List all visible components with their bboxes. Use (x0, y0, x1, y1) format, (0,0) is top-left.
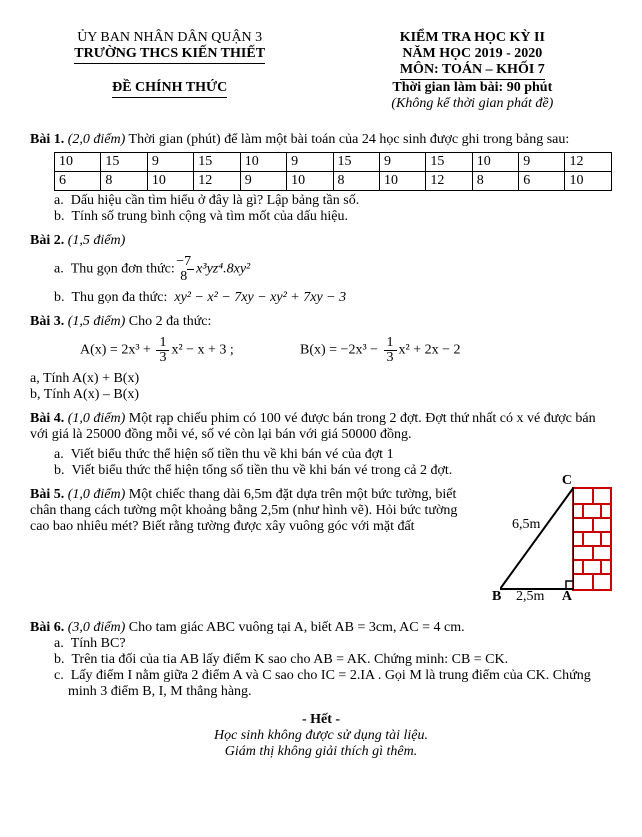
org-line1: ỦY BAN NHÂN DÂN QUẬN 3 (30, 30, 309, 46)
q6-b: b. Trên tia đối của tia AB lấy điểm K sa… (54, 652, 612, 668)
q1-text: Thời gian (phút) để làm một bài toán của… (129, 132, 570, 147)
q4-score: (1,0 điểm) (68, 411, 126, 426)
q3-bx: B(x) = −2x³ − 13x² + 2x − 2 (300, 336, 461, 365)
footer-line2: Giám thị không giải thích gì thêm. (30, 744, 612, 760)
question-5: Bài 5. (1,0 điểm) Một chiếc thang dài 6,… (30, 487, 612, 612)
q2-a: a. Thu gọn đơn thức: −78x³yz⁴.8xy² (54, 255, 612, 284)
q6-a: a. Tính BC? (54, 636, 612, 652)
q5-title: Bài 5. (30, 487, 64, 502)
q6-lead: Cho tam giác ABC vuông tại A, biết AB = … (129, 620, 465, 635)
question-2: Bài 2. (1,5 điểm) a. Thu gọn đơn thức: −… (30, 233, 612, 306)
subject: MÔN: TOÁN – KHỐI 7 (333, 62, 612, 80)
page-header: ỦY BAN NHÂN DÂN QUẬN 3 TRƯỜNG THCS KIẾN … (30, 30, 612, 112)
q6-title: Bài 6. (30, 620, 64, 635)
q3-pb: b, Tính A(x) – B(x) (30, 387, 612, 403)
question-3: Bài 3. (1,5 điểm) Cho 2 đa thức: A(x) = … (30, 314, 612, 403)
end-marker: - Hết - (30, 712, 612, 728)
question-1: Bài 1. (2,0 điểm) Thời gian (phút) để là… (30, 132, 612, 225)
header-right: KIỂM TRA HỌC KỲ II NĂM HỌC 2019 - 2020 M… (333, 30, 612, 112)
q1-table: 10159151091591510912 681012910810128610 (54, 152, 612, 191)
duration-note: (Không kể thời gian phát đề) (333, 96, 612, 112)
q3-pa: a, Tính A(x) + B(x) (30, 371, 612, 387)
q3-expressions: A(x) = 2x³ + 13x² − x + 3 ; B(x) = −2x³ … (80, 336, 612, 365)
fraction: −78 (187, 255, 194, 284)
page-footer: - Hết - Học sinh không được sử dụng tài … (30, 712, 612, 760)
label-a: A (562, 589, 572, 605)
wall-icon (572, 487, 612, 591)
q2-b-expr: xy² − x² − 7xy − xy² + 7xy − 3 (174, 290, 346, 305)
q3-lead: Cho 2 đa thức: (129, 314, 212, 329)
table-row: 681012910810128610 (55, 172, 612, 191)
q4-b: b. Viết biểu thức thể hiện tổng số tiền … (54, 463, 612, 479)
question-4: Bài 4. (1,0 điểm) Một rạp chiếu phim có … (30, 411, 612, 479)
q2-score: (1,5 điểm) (68, 233, 126, 248)
triangle-icon (500, 487, 574, 591)
q2-b: b. Thu gọn đa thức: xy² − x² − 7xy − xy²… (54, 290, 612, 306)
label-b: B (492, 589, 501, 605)
q6-c: c. Lấy điểm I nằm giữa 2 điểm A và C sao… (54, 668, 612, 700)
footer-line1: Học sinh không được sử dụng tài liệu. (30, 728, 612, 744)
label-25m: 2,5m (516, 589, 544, 605)
q6-score: (3,0 điểm) (68, 620, 126, 635)
q4-title: Bài 4. (30, 411, 64, 426)
duration: Thời gian làm bài: 90 phút (333, 80, 612, 96)
q5-figure: C 6,5m B 2,5m A (472, 487, 612, 612)
fraction: 13 (384, 336, 397, 365)
question-6: Bài 6. (3,0 điểm) Cho tam giác ABC vuông… (30, 620, 612, 700)
fraction: 13 (156, 336, 169, 365)
q1-a: a. Dấu hiệu cần tìm hiểu ở đây là gì? Lậ… (54, 193, 612, 209)
q5-text-block: Bài 5. (1,0 điểm) Một chiếc thang dài 6,… (30, 487, 472, 535)
q5-score: (1,0 điểm) (68, 487, 126, 502)
q2-a-expr: x³yz⁴.8xy² (196, 262, 250, 277)
q3-ax: A(x) = 2x³ + 13x² − x + 3 ; (80, 336, 300, 365)
q3-title: Bài 3. (30, 314, 64, 329)
school-name: TRƯỜNG THCS KIẾN THIẾT (30, 46, 309, 64)
official-label: ĐỀ CHÍNH THỨC (30, 80, 309, 98)
q3-score: (1,5 điểm) (68, 314, 126, 329)
label-65m: 6,5m (512, 517, 540, 533)
q2-title: Bài 2. (30, 233, 64, 248)
q4-a: a. Viết biểu thức thể hiện số tiền thu v… (54, 447, 612, 463)
q1-title: Bài 1. (30, 132, 64, 147)
q1-score: (2,0 điểm) (68, 132, 126, 147)
header-left: ỦY BAN NHÂN DÂN QUẬN 3 TRƯỜNG THCS KIẾN … (30, 30, 309, 112)
exam-title: KIỂM TRA HỌC KỲ II (333, 30, 612, 46)
q1-b: b. Tính số trung bình cộng và tìm mốt củ… (54, 209, 612, 225)
school-year: NĂM HỌC 2019 - 2020 (333, 46, 612, 62)
table-row: 10159151091591510912 (55, 153, 612, 172)
